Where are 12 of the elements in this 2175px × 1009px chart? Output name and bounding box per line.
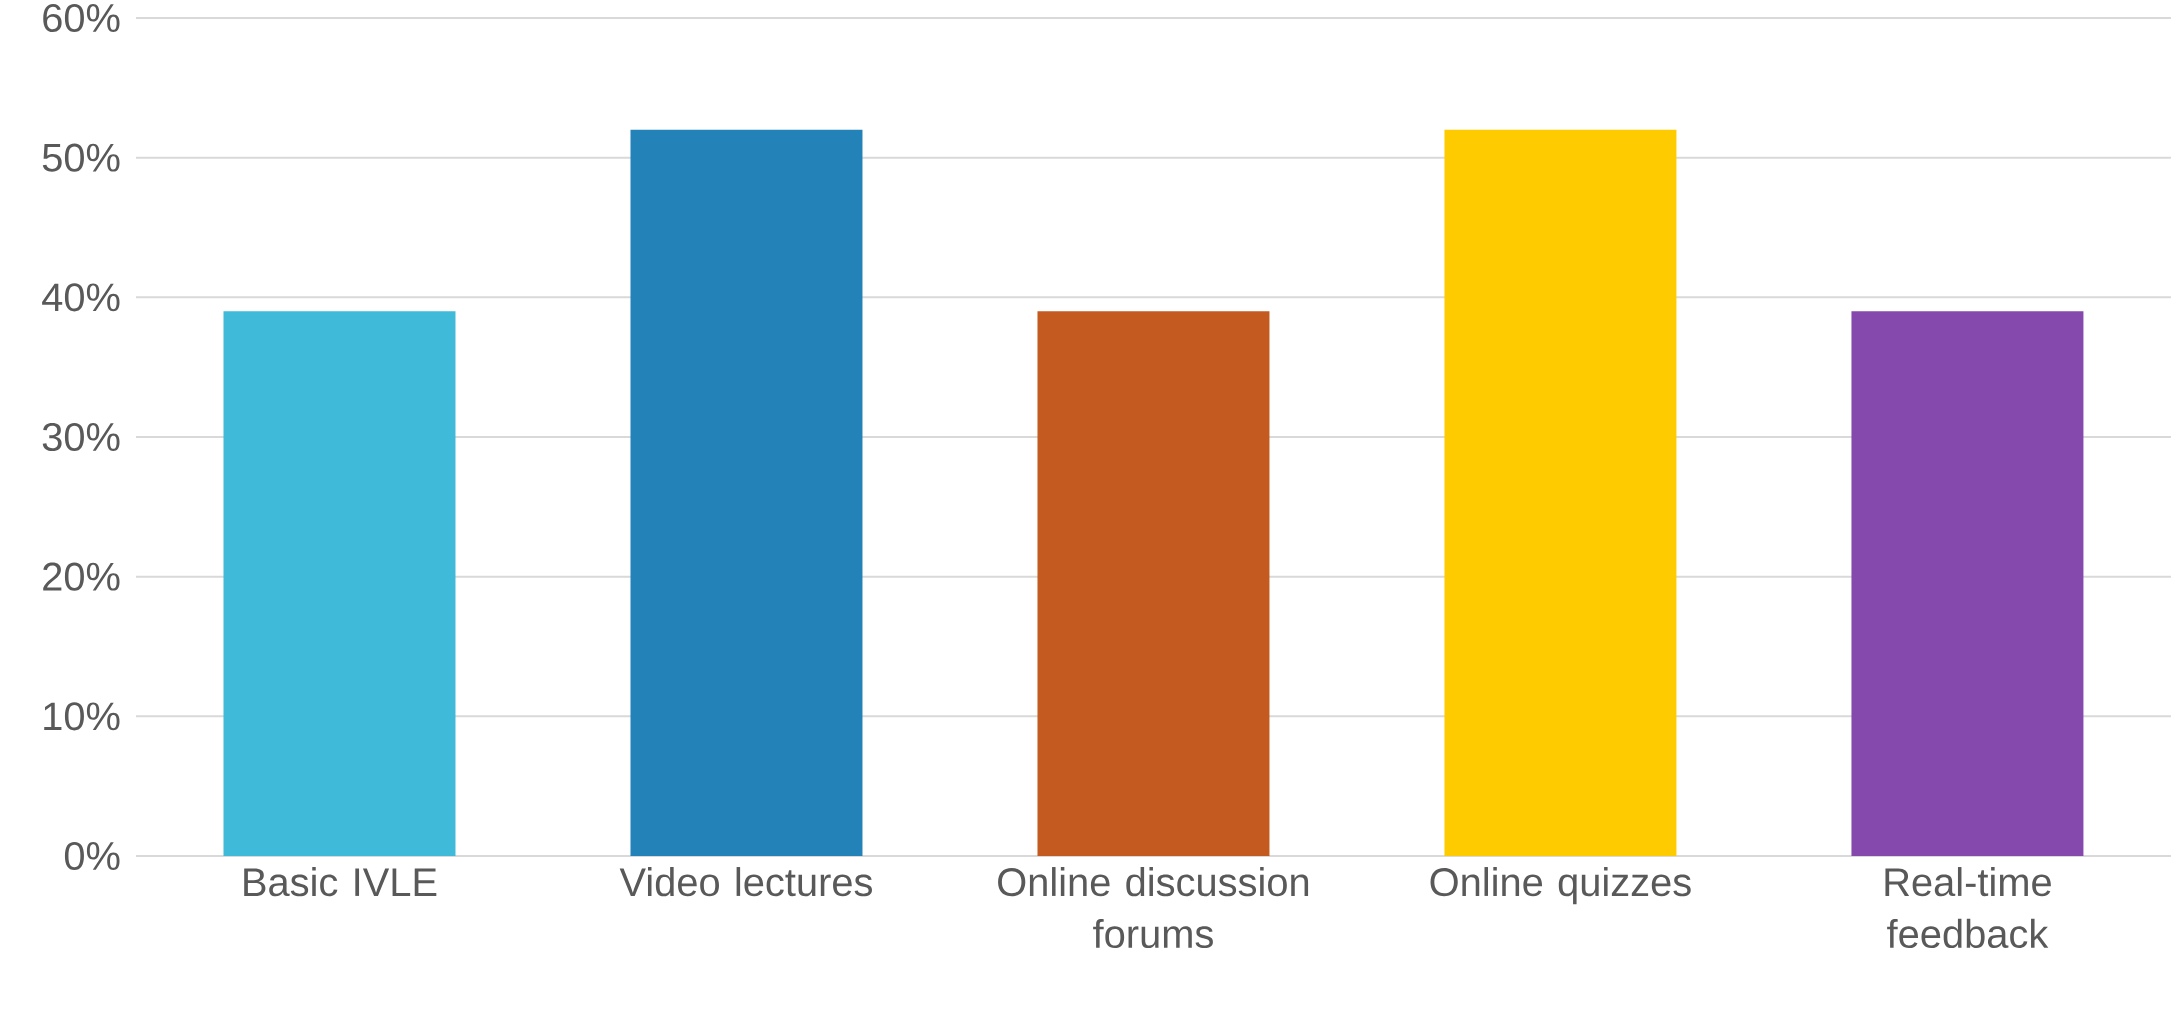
x-tick-label: Online quizzes — [1430, 867, 1691, 905]
y-tick-label: 20% — [43, 562, 120, 591]
y-tick-label: 30% — [42, 422, 120, 452]
y-tick-label: 10% — [44, 702, 120, 731]
x-tick-label: Basic IVLE — [244, 867, 437, 897]
y-tick-label: 60% — [43, 3, 120, 33]
y-tick-label: 50% — [42, 143, 120, 172]
x-tick-label: Online discussion forums — [998, 867, 1309, 949]
x-tick-label: Video lectures — [619, 867, 872, 897]
y-tick-label: 40% — [42, 283, 120, 312]
y-tick-label: 0% — [64, 841, 120, 871]
x-tick-label: Real-time feedback — [1885, 867, 2051, 949]
